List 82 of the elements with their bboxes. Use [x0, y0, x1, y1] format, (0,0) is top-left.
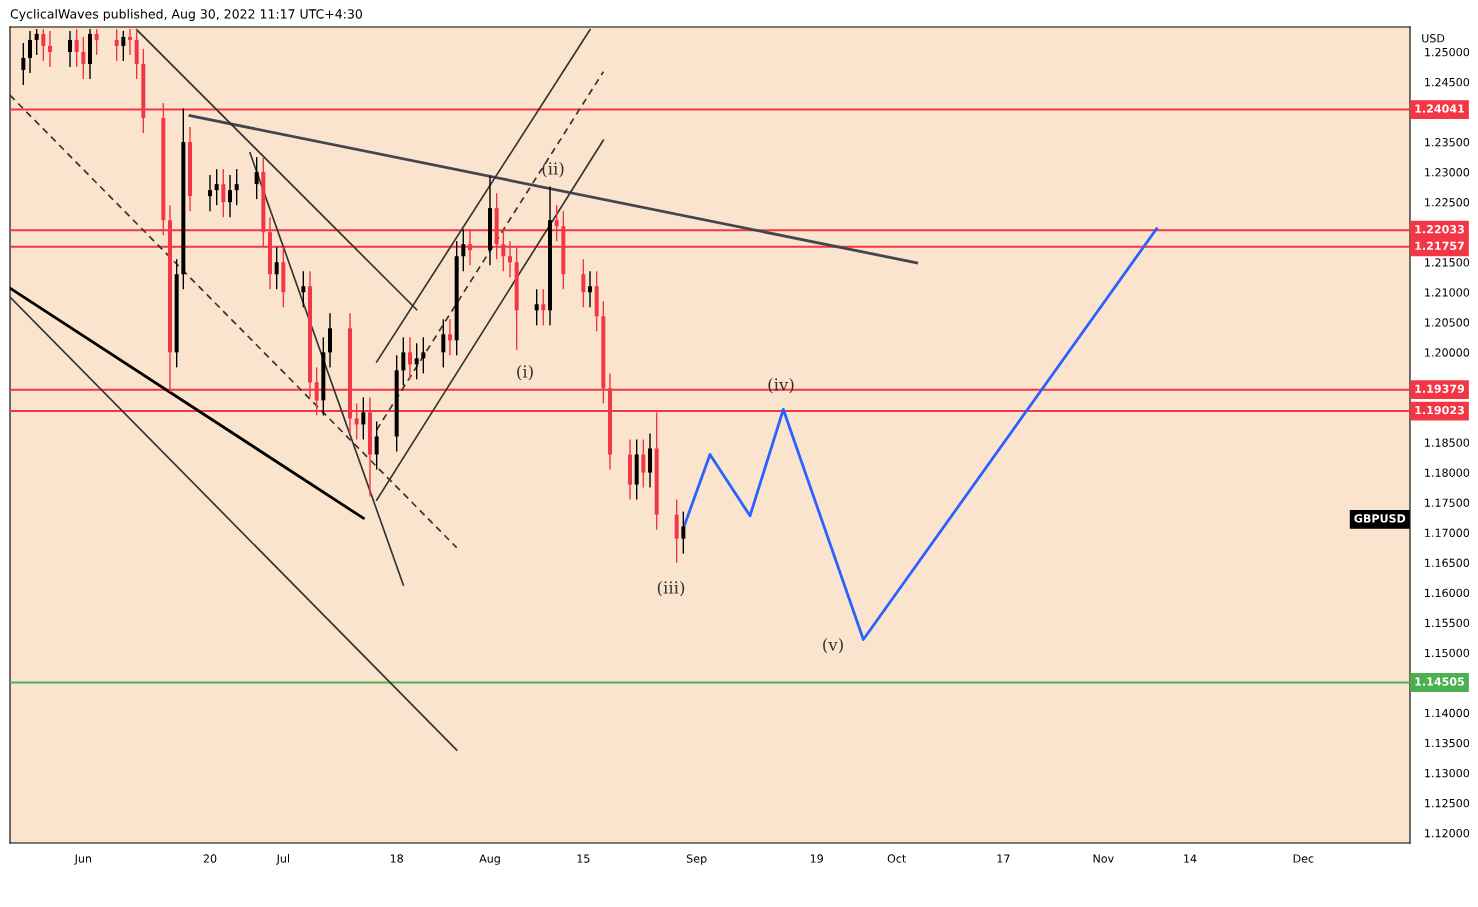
- ref-line-label: 1.24041: [1415, 104, 1465, 113]
- candlestick: [114, 28, 119, 62]
- candlestick: [421, 336, 426, 375]
- x-tick-label: Nov: [1093, 854, 1114, 863]
- y-tick-label: 1.21000: [1425, 288, 1470, 297]
- candlestick: [208, 174, 212, 212]
- x-tick-label: 20: [203, 854, 217, 863]
- candlestick: [374, 420, 379, 471]
- candlestick: [361, 396, 366, 441]
- candlestick: [401, 336, 406, 387]
- x-tick-label: Aug: [479, 854, 500, 865]
- y-tick-label: 1.16500: [1425, 558, 1470, 568]
- candlestick: [588, 270, 592, 308]
- annotation: (iii): [657, 580, 685, 597]
- candlestick: [534, 288, 539, 327]
- candlestick: [121, 30, 126, 62]
- x-tick-label: 14: [1184, 854, 1197, 863]
- annotation: (ii): [542, 161, 564, 178]
- y-tick-label: 1.23000: [1425, 168, 1470, 177]
- candlestick: [448, 318, 452, 357]
- ref-line-label: 1.21757: [1415, 241, 1464, 251]
- y-tick-label: 1.25000: [1425, 47, 1470, 57]
- annotation: GBPUSD: [1354, 514, 1406, 523]
- y-tick-label: 1.18500: [1425, 438, 1470, 447]
- candlestick: [94, 28, 99, 56]
- y-tick-label: 1.13500: [1425, 738, 1470, 748]
- ref-line-label: 1.19023: [1415, 405, 1464, 415]
- x-tick-label: Jul: [276, 854, 289, 865]
- x-tick-label: Jun: [74, 854, 92, 865]
- candlestick: [48, 30, 52, 68]
- candlestick: [234, 168, 239, 206]
- y-tick-label: 1.12000: [1425, 829, 1470, 838]
- annotation: (v): [823, 637, 843, 654]
- candlestick: [641, 438, 646, 489]
- x-tick-label: 15: [577, 854, 590, 863]
- candlestick: [541, 288, 546, 327]
- y-tick-label: 1.15500: [1425, 618, 1470, 628]
- candlestick: [28, 30, 32, 74]
- candlestick: [74, 28, 79, 68]
- x-tick-label: 17: [997, 854, 1010, 863]
- x-tick-label: Oct: [887, 854, 907, 863]
- ref-line-label: 1.14505: [1415, 677, 1465, 686]
- y-tick-label: 1.24500: [1425, 77, 1470, 87]
- candlestick: [221, 168, 226, 218]
- text: CyclicalWaves published, Aug 30, 2022 11:17 UTC+4:30: [10, 8, 362, 22]
- candlestick: [301, 270, 306, 308]
- candlestick: [274, 246, 279, 290]
- ref-line-label: 1.19379: [1415, 384, 1465, 393]
- candlestick: [461, 228, 466, 272]
- candlestick: [228, 174, 232, 218]
- candlestick: [681, 510, 686, 555]
- candlestick: [81, 36, 86, 80]
- x-tick-label: 19: [810, 854, 823, 863]
- text: USD: [1422, 34, 1445, 43]
- x-tick-label: 18: [390, 854, 403, 863]
- y-tick-label: 1.13000: [1425, 768, 1470, 778]
- candlestick: [68, 30, 72, 68]
- y-tick-label: 1.23500: [1425, 138, 1470, 147]
- candlestick: [408, 336, 412, 381]
- y-tick-label: 1.15000: [1425, 648, 1470, 658]
- y-tick-label: 1.17000: [1425, 528, 1470, 537]
- candlestick: [414, 342, 419, 381]
- y-tick-label: 1.14000: [1425, 708, 1470, 718]
- x-tick-label: Dec: [1293, 854, 1314, 863]
- candlestick: [128, 28, 132, 56]
- x-tick-label: Sep: [686, 854, 707, 865]
- y-tick-label: 1.21500: [1425, 258, 1470, 267]
- candlestick: [41, 28, 46, 62]
- y-tick-label: 1.22500: [1425, 198, 1470, 207]
- y-tick-label: 1.20500: [1425, 318, 1470, 327]
- candlestick: [254, 156, 259, 200]
- y-tick-label: 1.12500: [1425, 798, 1470, 808]
- candlestick: [581, 258, 586, 308]
- candlestick: [214, 168, 219, 206]
- y-tick-label: 1.20000: [1425, 348, 1470, 357]
- ref-line-label: 1.22033: [1415, 225, 1464, 234]
- candlestick: [441, 318, 446, 369]
- y-tick-label: 1.18000: [1425, 468, 1470, 477]
- y-tick-label: 1.16000: [1425, 588, 1470, 598]
- candlestick: [21, 42, 26, 86]
- y-tick-label: 1.17500: [1425, 498, 1470, 507]
- annotation: (i): [517, 364, 533, 381]
